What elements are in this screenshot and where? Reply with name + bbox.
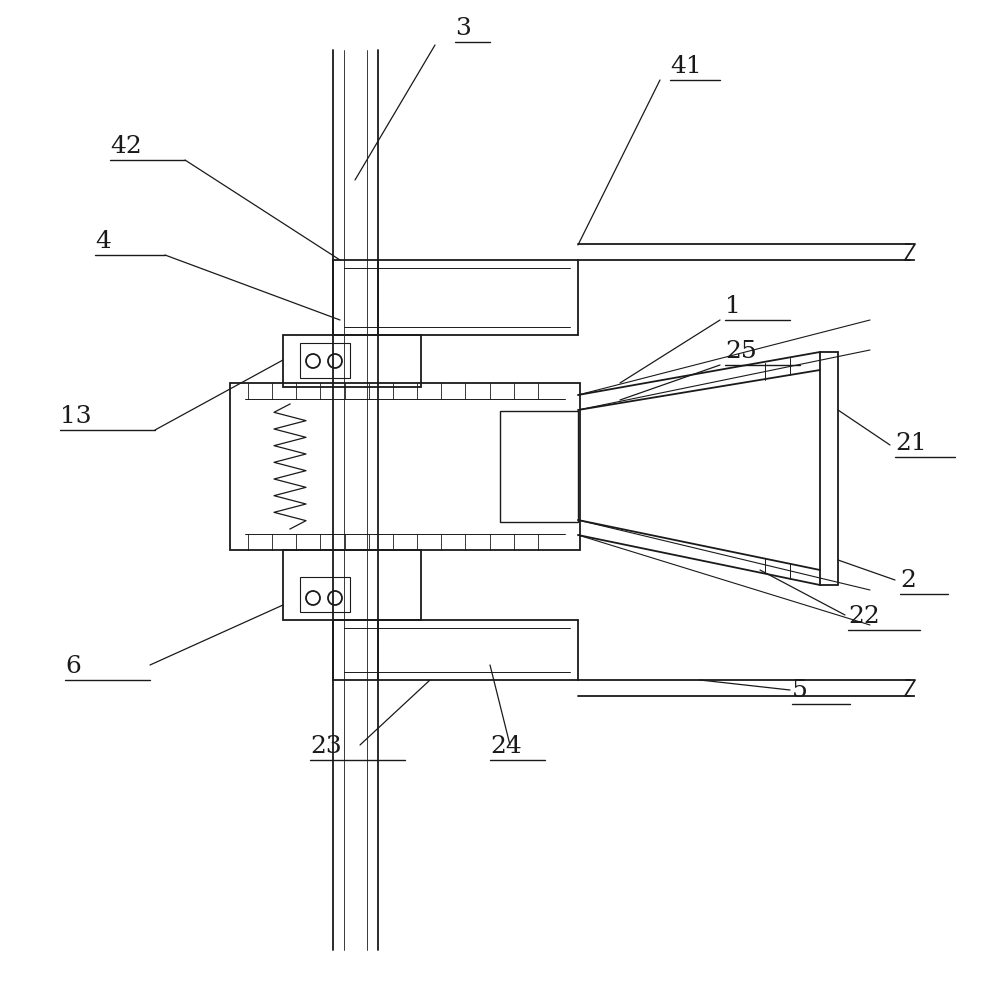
Text: 21: 21 bbox=[895, 432, 926, 455]
Text: 13: 13 bbox=[60, 405, 91, 428]
Bar bbox=[820, 352, 838, 585]
Text: 1: 1 bbox=[725, 295, 741, 318]
Text: 5: 5 bbox=[792, 679, 808, 702]
Text: 6: 6 bbox=[65, 655, 80, 678]
Text: 23: 23 bbox=[310, 735, 342, 758]
Text: 2: 2 bbox=[900, 569, 916, 592]
Bar bbox=[300, 577, 350, 612]
Bar bbox=[283, 550, 421, 620]
Text: 24: 24 bbox=[490, 735, 521, 758]
Text: 25: 25 bbox=[725, 340, 757, 363]
Bar bbox=[283, 335, 421, 387]
Bar bbox=[230, 383, 580, 550]
Text: 42: 42 bbox=[110, 135, 142, 158]
Text: 3: 3 bbox=[455, 17, 471, 40]
Bar bbox=[300, 343, 350, 378]
Bar bbox=[500, 411, 578, 522]
Text: 41: 41 bbox=[670, 55, 702, 78]
Text: 4: 4 bbox=[95, 230, 111, 253]
Text: 22: 22 bbox=[848, 605, 880, 628]
